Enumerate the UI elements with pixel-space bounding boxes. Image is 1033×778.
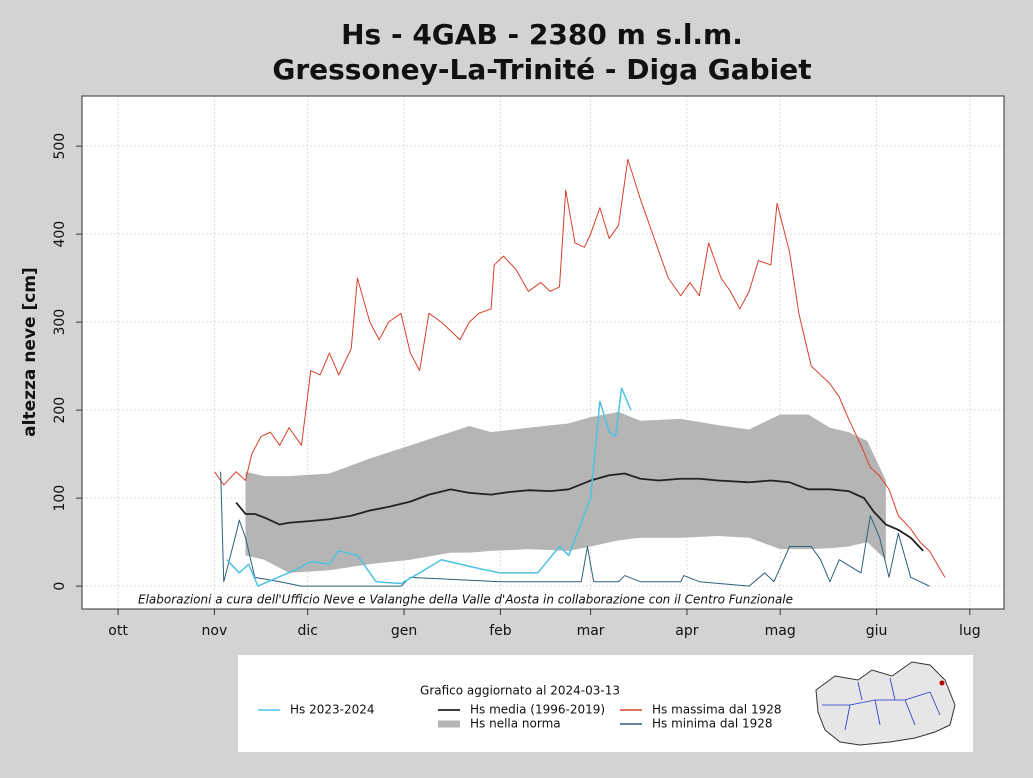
series-line: [226, 387, 632, 587]
map-outline: [815, 661, 956, 746]
x-tick-label: giu: [866, 623, 888, 639]
y-tick-label: 100: [52, 485, 68, 512]
legend-label: Hs media (1996-2019): [470, 703, 605, 717]
x-tick-label: dic: [297, 623, 317, 639]
legend-title: Grafico aggiornato al 2024-03-13: [420, 684, 620, 698]
legend-label: Hs massima dal 1928: [652, 703, 782, 717]
y-tick-label: 200: [52, 397, 68, 424]
y-tick-label: 500: [52, 133, 68, 160]
y-tick-label: 400: [52, 221, 68, 248]
x-tick-label: gen: [391, 623, 417, 639]
plot-frame: [81, 95, 1005, 610]
y-axis-label: altezza neve [cm]: [20, 267, 40, 437]
x-tick-label: nov: [202, 623, 228, 639]
legend-entries: Hs 2023-2024 Hs media (1996-2019) Hs massi…: [258, 703, 782, 731]
region-map: [815, 661, 956, 746]
y-tick-label: 0: [52, 582, 68, 591]
x-tick-label: mag: [765, 623, 796, 639]
x-tick-label: ott: [108, 623, 128, 639]
annotation: Elaborazioni a cura dell'Ufficio Neve e …: [138, 593, 793, 607]
map-rivers: [822, 677, 941, 731]
legend-label: Hs 2023-2024: [290, 703, 375, 717]
x-tick-label: mar: [577, 623, 605, 639]
series-line: [214, 158, 946, 578]
x-tick-label: lug: [959, 623, 981, 639]
chart-title: Hs - 4GAB - 2380 m s.l.m.: [341, 18, 743, 51]
x-tick-label: apr: [675, 623, 698, 639]
marks: [214, 158, 946, 587]
y-tick-label: 300: [52, 309, 68, 336]
map-station: [939, 680, 945, 686]
legend-label: Hs nella norma: [470, 717, 561, 731]
grid: 0 100 200 300 400 500 ott nov dic gen feb mar apr mag…: [52, 96, 1004, 639]
norm-band: [245, 411, 886, 573]
x-tick-label: feb: [489, 623, 512, 639]
chart-subtitle: Gressoney-La-Trinité - Diga Gabiet: [272, 53, 811, 86]
series-line: [220, 471, 930, 587]
series-line: [235, 472, 924, 552]
legend-label: Hs minima dal 1928: [652, 717, 773, 731]
